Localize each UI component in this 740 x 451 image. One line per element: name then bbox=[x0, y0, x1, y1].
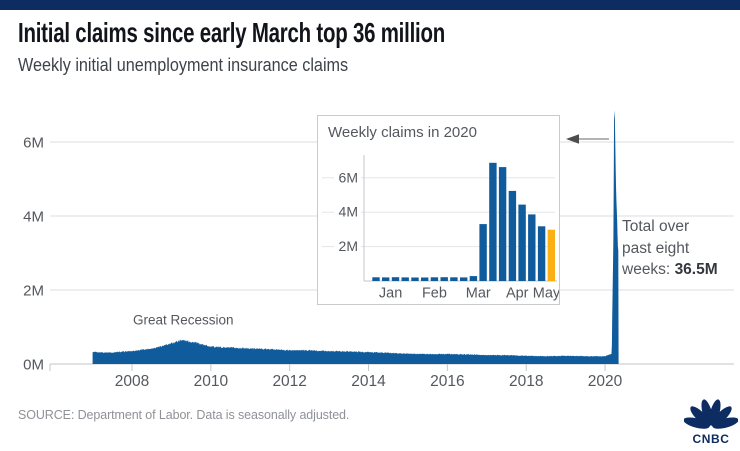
peacock-feather bbox=[709, 399, 721, 426]
total-annotation: Total over past eight weeks: 36.5M bbox=[622, 216, 740, 281]
arrow-head bbox=[566, 134, 579, 144]
peacock-icon bbox=[684, 399, 738, 429]
inset-week-bar bbox=[460, 277, 468, 281]
annotation-line-prefix: weeks: bbox=[622, 261, 675, 278]
annotation-line: Total over bbox=[622, 218, 690, 235]
peacock-feather bbox=[684, 417, 710, 429]
peacock-feather bbox=[711, 406, 732, 427]
inset-chart-title: Weekly claims in 2020 bbox=[328, 124, 477, 141]
brand-top-bar bbox=[0, 0, 740, 10]
page-subtitle: Weekly initial unemployment insurance cl… bbox=[18, 55, 349, 75]
annotation-line: past eight bbox=[622, 239, 690, 257]
inset-month-label: Mar bbox=[466, 286, 491, 302]
inset-weekly-bars-chart: 2M 4M 6M Jan Feb Mar Apr May bbox=[322, 155, 559, 302]
main-y-tick-label: 4M bbox=[23, 209, 44, 226]
main-x-tick-label: 2014 bbox=[351, 373, 386, 390]
inset-week-bar bbox=[469, 276, 478, 281]
inset-week-bar bbox=[421, 277, 429, 281]
inset-y-tick-label: 2M bbox=[339, 238, 358, 254]
inset-y-tick-label: 6M bbox=[339, 169, 358, 185]
main-x-tick-label: 2020 bbox=[588, 373, 623, 390]
inset-week-bar bbox=[518, 204, 526, 281]
great-recession-label: Great Recession bbox=[133, 312, 234, 327]
main-claims-area-chart: 0M 2M 4M 6M 2008 2010 2012 2014 2016 2018 2020 Grea… bbox=[23, 110, 734, 390]
inset-week-bar bbox=[440, 277, 448, 281]
inset-week-bar bbox=[479, 224, 487, 281]
source-note: SOURCE: Department of Labor. Data is sea… bbox=[18, 408, 350, 422]
inset-week-bar bbox=[489, 162, 497, 281]
inset-week-bar bbox=[537, 226, 546, 281]
inset-month-label: Feb bbox=[422, 286, 447, 302]
inset-week-bar bbox=[401, 277, 409, 281]
inset-month-label: Apr bbox=[506, 286, 529, 302]
inset-week-bar bbox=[450, 277, 458, 281]
inset-label-backing bbox=[334, 203, 361, 218]
inset-week-bar bbox=[372, 277, 380, 281]
inset-month-label: May bbox=[533, 286, 559, 302]
cnbc-logo: CNBC bbox=[684, 399, 738, 446]
inset-week-bar bbox=[508, 190, 517, 281]
main-y-tick-label: 6M bbox=[23, 135, 44, 152]
inset-label-backing bbox=[334, 237, 361, 252]
peacock-feather bbox=[712, 417, 738, 429]
inset-label-backing bbox=[334, 168, 361, 183]
main-y-tick-label: 0M bbox=[23, 357, 44, 374]
main-y-tick-label: 2M bbox=[23, 283, 44, 300]
cnbc-logo-text: CNBC bbox=[692, 432, 729, 446]
inset-pointer-arrow-icon bbox=[566, 134, 609, 144]
main-x-tick-label: 2018 bbox=[509, 373, 543, 390]
main-x-tick-label: 2016 bbox=[430, 373, 464, 390]
inset-month-label: Jan bbox=[379, 286, 402, 302]
main-x-tick-label: 2008 bbox=[115, 373, 149, 390]
inset-week-bar bbox=[498, 167, 507, 281]
inset-y-tick-label: 4M bbox=[339, 204, 358, 220]
main-x-tick-label: 2010 bbox=[194, 373, 229, 390]
annotation-total-value: 36.5M bbox=[674, 261, 718, 278]
peacock-feather bbox=[690, 406, 711, 427]
inset-chart-panel: Weekly claims in 2020 2M 4M 6M Jan Feb Mar Apr… bbox=[317, 115, 560, 305]
inset-week-bar bbox=[528, 214, 536, 281]
inset-week-bar bbox=[547, 229, 555, 281]
main-x-tick-label: 2012 bbox=[272, 373, 306, 390]
inset-week-bar bbox=[430, 277, 439, 281]
inset-week-bar bbox=[382, 277, 390, 281]
inset-week-bar bbox=[411, 277, 419, 281]
inset-week-bar bbox=[391, 277, 400, 281]
page-title: Initial claims since early March top 36 … bbox=[18, 17, 446, 48]
